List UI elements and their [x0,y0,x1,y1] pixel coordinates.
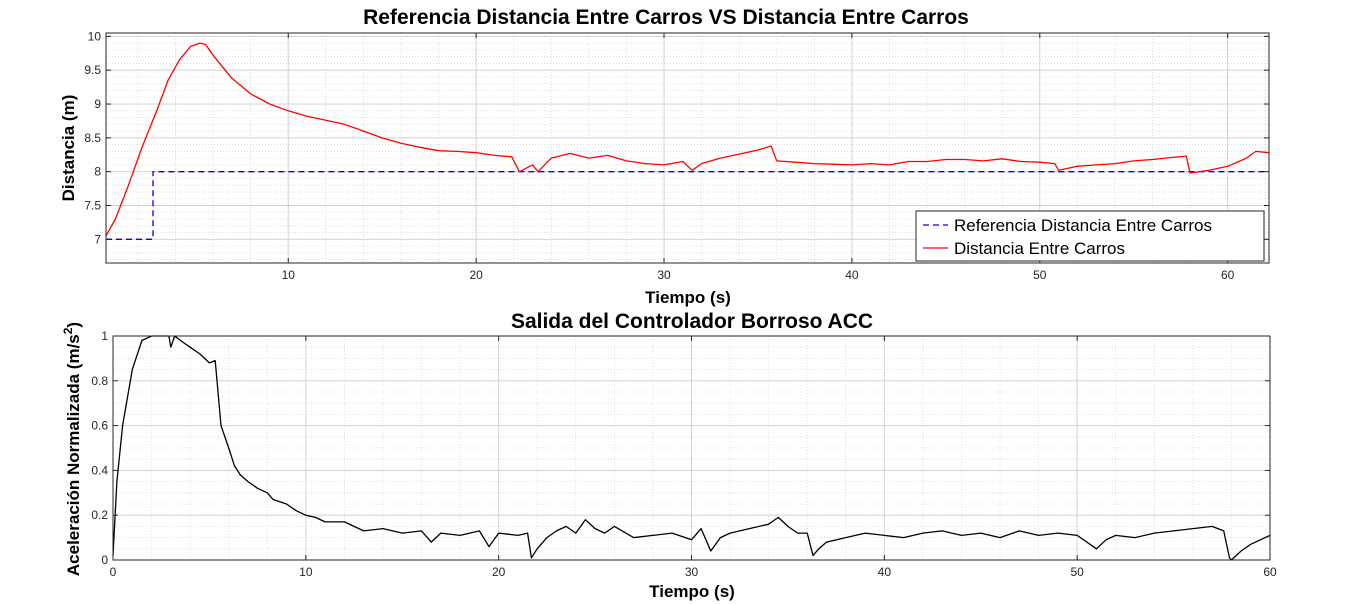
distance-x-tick-label: 20 [469,268,483,282]
y-axis-label-acceleration-main: Aceleración Normalizada (m/s [64,334,83,576]
series-lines-acceleration [112,335,1271,561]
y-axis-label-acceleration-close: ) [64,322,83,328]
axes-distance: 10 20 30 40 50 60 7 7.5 8 8.5 9 9.5 10 Referencia Di… [59,6,1270,307]
distance-x-tick-label: 60 [1221,268,1235,282]
distance-y-tick-label: 10 [88,29,102,43]
acceleration-y-tick-label: 0.8 [91,374,108,388]
acceleration-series-line-0 [112,335,1271,561]
ticks-acceleration: 0 10 20 30 40 50 60 0 0.2 0.4 0.6 0.8 1 [91,329,1277,579]
acceleration-x-tick-label: 20 [492,565,506,579]
acceleration-y-tick-label: 1 [101,329,108,343]
distance-x-tick-label: 50 [1033,268,1047,282]
distance-y-tick-label: 9 [94,97,101,111]
distance-x-tick-label: 40 [845,268,859,282]
x-axis-label-distance: Tiempo (s) [645,288,731,307]
acceleration-x-tick-label: 10 [299,565,313,579]
distance-series-line-1 [105,42,1270,237]
acceleration-x-tick-label: 0 [110,565,117,579]
y-axis-label-distance: Distancia (m) [59,95,78,202]
y-axis-label-acceleration: Aceleración Normalizada (m/s2) [61,322,83,576]
distance-y-tick-label: 7.5 [84,199,101,213]
distance-y-tick-label: 7 [94,232,101,246]
y-axis-label-acceleration-sup: 2 [61,327,75,334]
acceleration-y-tick-label: 0.2 [91,508,108,522]
acceleration-x-tick-label: 40 [878,565,892,579]
series-lines-distance [105,42,1270,240]
distance-y-tick-label: 8 [94,165,101,179]
acceleration-x-tick-label: 30 [685,565,699,579]
legend-label-reference: Referencia Distancia Entre Carros [954,216,1212,235]
plot-border-distance [105,32,1270,264]
acceleration-y-tick-label: 0.4 [91,463,108,477]
distance-x-tick-label: 30 [657,268,671,282]
chart-title-acceleration: Salida del Controlador Borroso ACC [511,310,873,333]
acceleration-y-tick-label: 0.6 [91,419,108,433]
x-axis-label-acceleration: Tiempo (s) [649,582,735,601]
acceleration-x-tick-label: 60 [1263,565,1277,579]
legend-label-distance: Distancia Entre Carros [954,239,1125,258]
legend-box [915,210,1265,262]
legend: Referencia Distancia Entre Carros Distan… [915,210,1265,262]
acceleration-y-tick-label: 0 [101,553,108,567]
chart-title-distance: Referencia Distancia Entre Carros VS Dis… [363,6,969,29]
distance-x-tick-label: 10 [282,268,296,282]
distance-y-tick-label: 9.5 [84,63,101,77]
axes-acceleration: 0 10 20 30 40 50 60 0 0.2 0.4 0.6 0.8 1 Salida del C… [61,310,1277,601]
distance-y-tick-label: 8.5 [84,131,101,145]
ticks-distance: 10 20 30 40 50 60 7 7.5 8 8.5 9 9.5 10 [84,29,1269,282]
distance-series-line-0 [106,171,1269,240]
acceleration-x-tick-label: 50 [1070,565,1084,579]
